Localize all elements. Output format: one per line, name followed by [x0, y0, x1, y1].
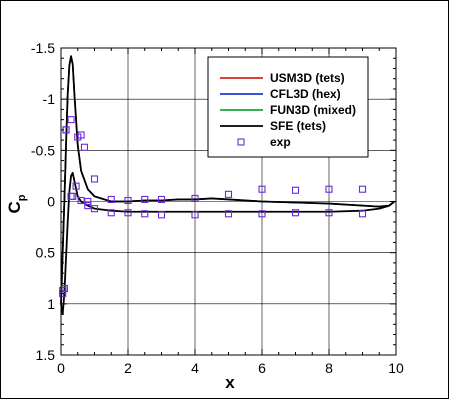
exp-marker	[358, 185, 367, 193]
exp-marker	[80, 143, 88, 151]
legend-box	[207, 56, 369, 158]
exp-marker	[124, 196, 132, 205]
legend-label-cfl3d-hex: CFL3D (hex)	[270, 87, 341, 101]
x-axis-title: x	[225, 373, 235, 392]
legend-label-sfe-tets: SFE (tets)	[270, 119, 326, 133]
svg-text:Cp: Cp	[5, 194, 28, 213]
exp-marker	[258, 185, 266, 193]
series-line-lower-surface	[60, 171, 395, 315]
exp-marker	[107, 209, 115, 217]
exp-marker	[325, 185, 333, 193]
exp-marker	[90, 205, 99, 213]
exp-marker	[77, 196, 85, 205]
exp-marker	[141, 210, 149, 218]
series-line-sfe-tets	[60, 55, 395, 304]
exp-marker	[124, 209, 132, 217]
y-tick-label: -0.5	[31, 142, 55, 158]
exp-marker	[77, 131, 85, 139]
x-tick-label: 8	[325, 360, 333, 376]
data-markers	[59, 116, 367, 298]
legend-label-usm3d-tets: USM3D (tets)	[270, 71, 345, 85]
legend-swatch-exp	[237, 138, 245, 146]
y-tick-label: 0	[47, 194, 55, 210]
exp-marker	[90, 175, 99, 183]
exp-marker	[69, 192, 77, 200]
exp-marker	[157, 195, 166, 204]
y-axis-title: Cp	[5, 194, 28, 213]
exp-marker	[291, 209, 300, 217]
x-tick-label: 4	[191, 360, 199, 376]
y-axis-title-main: C	[5, 201, 24, 213]
x-tick-label: 0	[57, 360, 65, 376]
exp-marker	[191, 211, 199, 219]
legend-label-fun3d-mixed: FUN3D (mixed)	[270, 103, 356, 117]
exp-marker	[84, 202, 92, 210]
exp-marker	[157, 211, 166, 219]
y-axis-title-subscript: p	[16, 194, 28, 201]
legend-label-exp: exp	[270, 135, 291, 149]
y-tick-label: -1.5	[31, 40, 55, 56]
exp-marker	[107, 195, 115, 204]
exp-marker	[258, 210, 266, 218]
exp-marker	[191, 194, 199, 202]
y-tick-label: 1	[47, 296, 55, 312]
x-tick-label: 2	[124, 360, 132, 376]
exp-marker	[72, 182, 80, 190]
x-tick-label: 6	[258, 360, 266, 376]
y-tick-label: 1.5	[36, 347, 56, 363]
exp-marker	[224, 190, 233, 198]
y-tick-label: -1	[43, 91, 56, 107]
exp-marker	[67, 192, 75, 200]
exp-marker	[325, 209, 333, 217]
data-curves	[60, 55, 395, 315]
legend: USM3D (tets) CFL3D (hex) FUN3D (mixed) SFE …	[207, 56, 369, 158]
exp-marker	[141, 195, 149, 204]
x-tick-label: 10	[388, 360, 404, 376]
exp-marker	[67, 116, 75, 124]
exp-marker	[84, 197, 92, 206]
exp-marker	[358, 210, 367, 218]
exp-marker	[224, 210, 233, 218]
y-tick-label: 0.5	[36, 245, 56, 261]
axis-ticks: 0 2 4 6 8 10 -1.5 -1 -0.5 0 0.5 1 1.5	[31, 40, 404, 376]
exp-marker	[291, 186, 300, 194]
